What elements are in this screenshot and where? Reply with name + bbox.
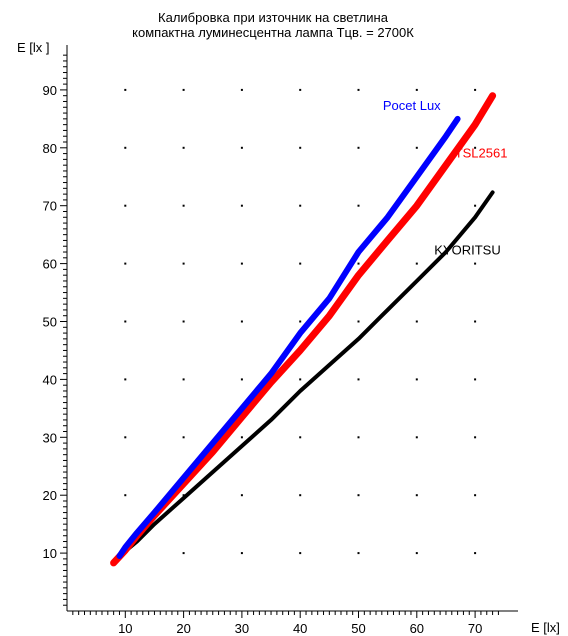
x-axis-label: E [lx] (531, 620, 560, 635)
x-tick-label: 60 (410, 621, 424, 636)
grid-dot (299, 320, 302, 323)
grid-dot (240, 204, 243, 207)
grid-dot (357, 320, 360, 323)
y-tick-label: 80 (43, 141, 57, 156)
grid-dot (182, 146, 185, 149)
grid-dot (357, 146, 360, 149)
grid-dot (357, 204, 360, 207)
grid-dot (299, 436, 302, 439)
grid-dot (299, 88, 302, 91)
grid-dot (357, 262, 360, 265)
grid-dot (182, 204, 185, 207)
grid-dot (182, 88, 185, 91)
y-tick-label: 50 (43, 315, 57, 330)
grid-dot (474, 552, 477, 555)
y-axis-label: E [lx ] (17, 40, 50, 55)
grid-dot (240, 378, 243, 381)
grid-dot (415, 494, 418, 497)
grid-dot (474, 320, 477, 323)
grid-dot (415, 88, 418, 91)
grid-dot (299, 146, 302, 149)
x-tick-label: 20 (176, 621, 190, 636)
minor-ticks (60, 54, 499, 618)
grid-dot (240, 436, 243, 439)
x-tick-label: 50 (351, 621, 365, 636)
grid-dot (474, 204, 477, 207)
y-tick-label: 40 (43, 372, 57, 387)
y-tick-label: 30 (43, 430, 57, 445)
grid-dot (357, 552, 360, 555)
grid-dot (474, 436, 477, 439)
grid-dot (124, 146, 127, 149)
grid-dot (415, 146, 418, 149)
grid-dot (182, 320, 185, 323)
grid-dot (415, 378, 418, 381)
x-tick-labels: 10 20 30 40 50 60 70 (118, 621, 482, 636)
y-tick-label: 10 (43, 546, 57, 561)
series-label-tsl2561: TSL2561 (455, 146, 508, 161)
x-tick-label: 40 (293, 621, 307, 636)
grid-dot (240, 146, 243, 149)
grid-dot (240, 552, 243, 555)
grid-dot (357, 88, 360, 91)
series-labels: KYORITSU TSL2561 Pocet Lux (383, 98, 508, 257)
grid-dot (124, 378, 127, 381)
grid-dot (240, 88, 243, 91)
grid-dot (182, 552, 185, 555)
grid-dot (182, 378, 185, 381)
y-tick-label: 90 (43, 83, 57, 98)
grid-dot (124, 320, 127, 323)
chart-title: Калибровка при източник на светлина (158, 10, 389, 25)
y-tick-label: 60 (43, 257, 57, 272)
grid-dot (124, 88, 127, 91)
grid-dot (299, 204, 302, 207)
grid-dot (182, 494, 185, 497)
grid-dot (240, 320, 243, 323)
grid-dot (415, 320, 418, 323)
x-tick-label: 10 (118, 621, 132, 636)
chart-subtitle: компактна луминесцентна лампа Тцв. = 270… (132, 25, 414, 40)
grid-dot (299, 262, 302, 265)
chart-title-group: Калибровка при източник на светлина комп… (132, 10, 414, 40)
grid-dot (182, 436, 185, 439)
series-line-kyoritsu (117, 190, 495, 558)
grid-dot (299, 378, 302, 381)
grid-dot (124, 494, 127, 497)
grid-dot (357, 436, 360, 439)
grid-dot (124, 262, 127, 265)
y-tick-label: 20 (43, 488, 57, 503)
grid-dot (357, 494, 360, 497)
grid-dot (240, 262, 243, 265)
grid-dot (182, 262, 185, 265)
grid-dot (240, 494, 243, 497)
grid-dot (474, 494, 477, 497)
x-tick-label: 70 (468, 621, 482, 636)
series-line-pocet-lux (116, 115, 461, 559)
grid (124, 88, 477, 555)
grid-dot (474, 378, 477, 381)
grid-dot (474, 88, 477, 91)
grid-dot (474, 262, 477, 265)
x-tick-label: 30 (235, 621, 249, 636)
grid-dot (124, 204, 127, 207)
grid-dot (357, 378, 360, 381)
grid-dot (124, 436, 127, 439)
grid-dot (299, 552, 302, 555)
grid-dot (415, 436, 418, 439)
series-label-pocet-lux: Pocet Lux (383, 98, 441, 113)
grid-dot (415, 262, 418, 265)
grid-dot (474, 146, 477, 149)
grid-dot (415, 552, 418, 555)
grid-dot (299, 494, 302, 497)
y-tick-label: 70 (43, 199, 57, 214)
series-layer (110, 92, 497, 567)
y-tick-labels: 10 20 30 40 50 60 70 80 90 (43, 83, 57, 561)
axes (66, 45, 518, 612)
series-label-kyoritsu: KYORITSU (434, 242, 500, 257)
